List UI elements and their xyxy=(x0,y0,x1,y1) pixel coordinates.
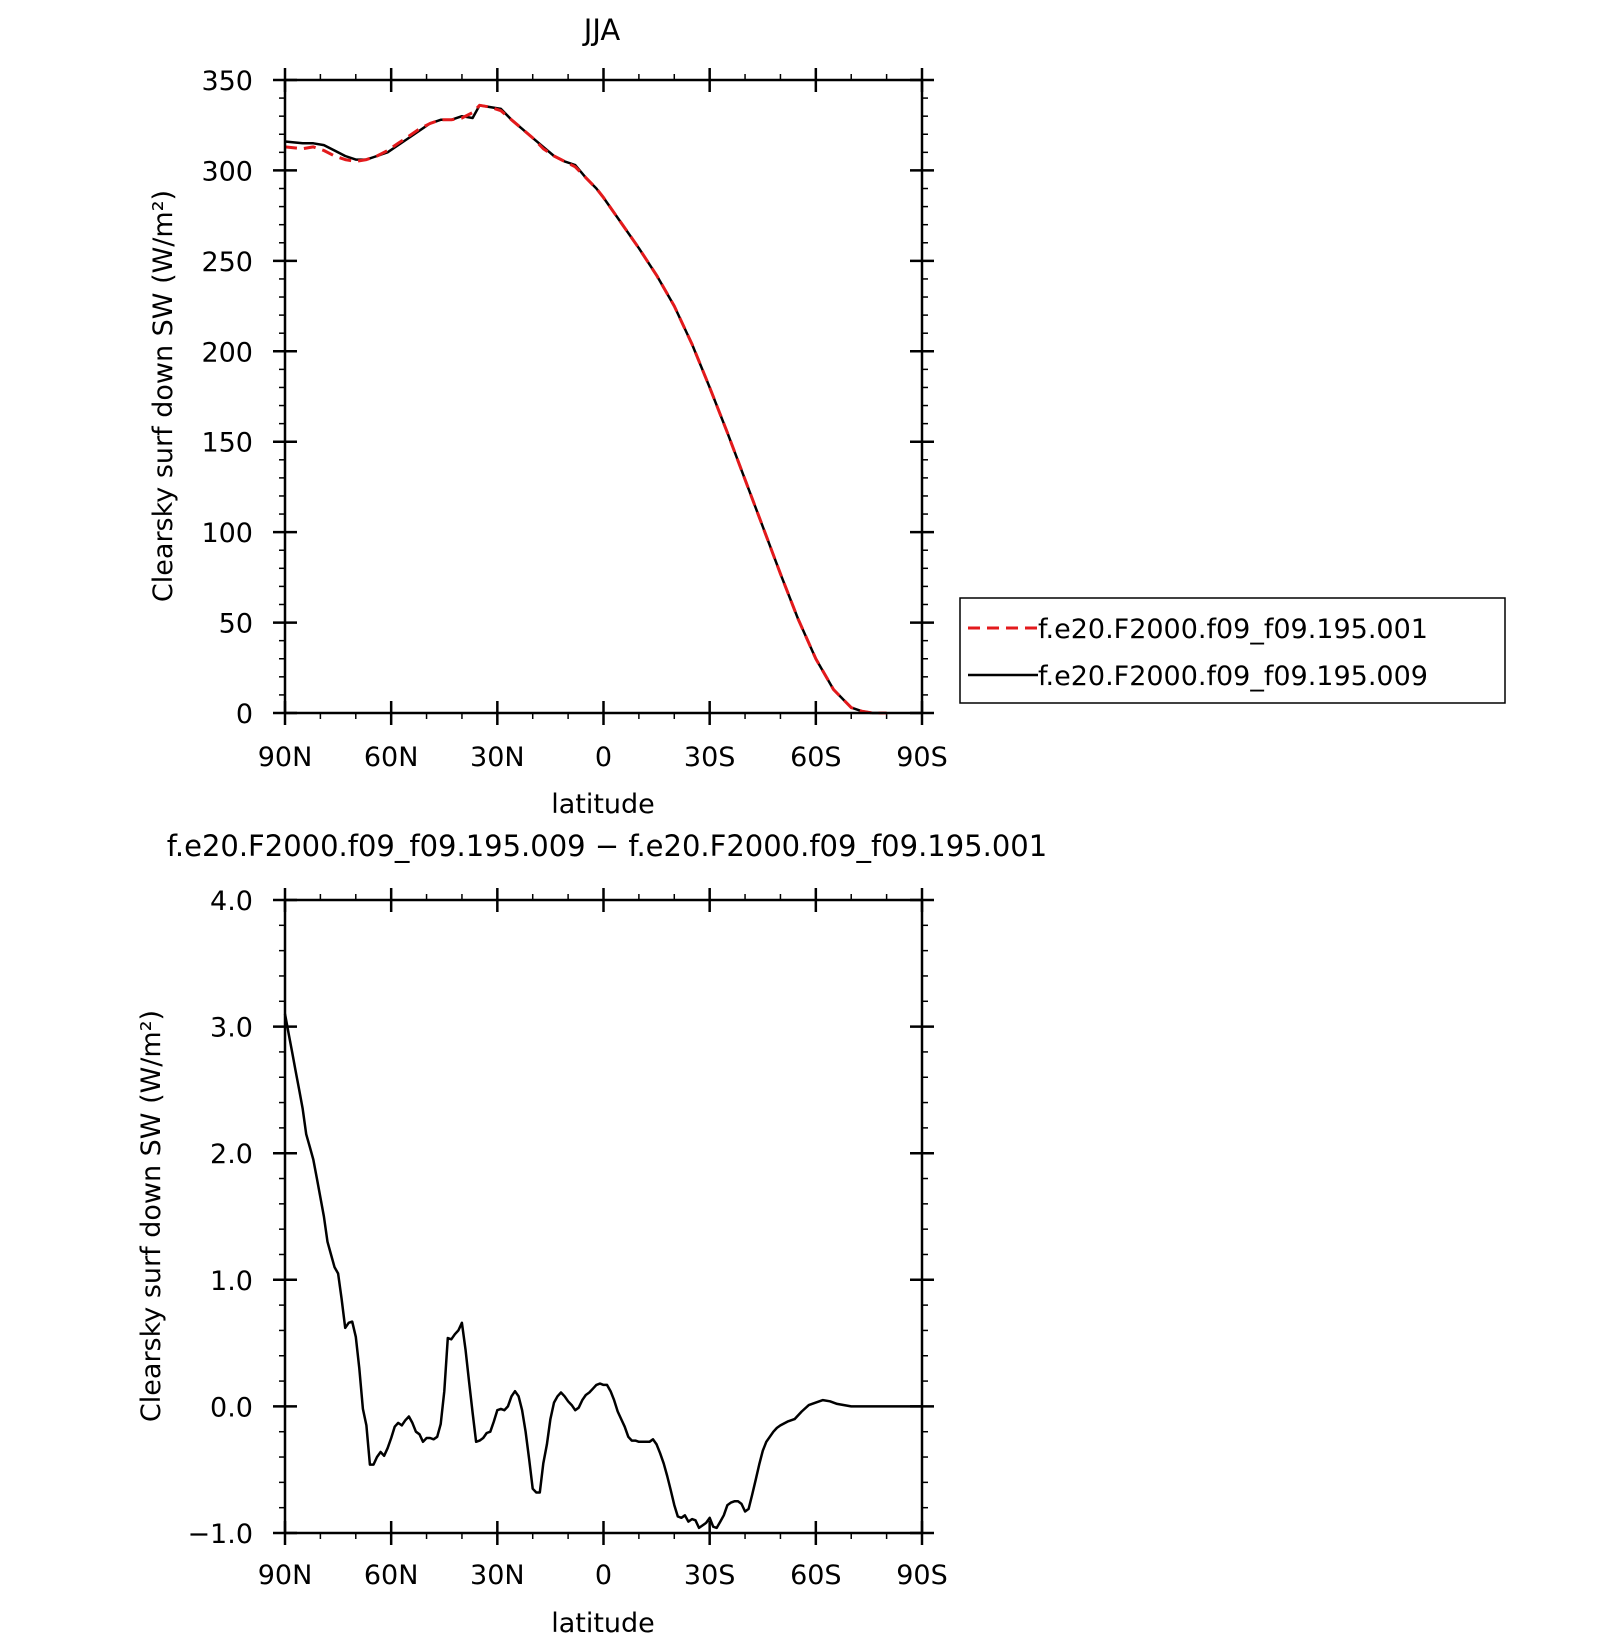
x-axis-title: latitude xyxy=(551,1608,655,1635)
x-tick-label: 90S xyxy=(896,742,948,773)
x-axis-title: latitude xyxy=(551,789,655,820)
legend-label-series-2: f.e20.F2000.f09_f09.195.009 xyxy=(1038,661,1428,692)
y-tick-label: 350 xyxy=(201,66,253,97)
y-tick-label: 3.0 xyxy=(210,1013,253,1044)
y-tick-label: 100 xyxy=(201,518,253,549)
ticks xyxy=(273,68,934,725)
y-tick-label: 150 xyxy=(201,428,253,459)
legend-box xyxy=(959,597,1506,704)
x-tick-label: 0 xyxy=(595,742,612,773)
plot-frame xyxy=(283,898,924,1535)
y-tick-label: 1.0 xyxy=(210,1266,253,1297)
plot-frame xyxy=(283,78,924,715)
x-tick-label: 60S xyxy=(790,1560,842,1591)
x-tick-label: 60S xyxy=(790,742,842,773)
x-tick-label: 30S xyxy=(684,1560,736,1591)
y-tick-label: 4.0 xyxy=(210,886,253,917)
y-tick-label: 250 xyxy=(201,247,253,278)
y-axis-title: Clearsky surf down SW (W/m²) xyxy=(136,1010,167,1422)
legend: f.e20.F2000.f09_f09.195.001 f.e20.F2000.… xyxy=(959,597,1506,704)
top-panel: JJA 90N 60N 30N 0 30S 60S 90S 0 50 100 150 200 250 30… xyxy=(148,13,948,820)
data-lines xyxy=(284,103,887,715)
y-tick-label: 50 xyxy=(219,609,253,640)
y-tick-label: 300 xyxy=(201,156,253,187)
series-line-2 xyxy=(284,104,887,715)
x-tick-label: 60N xyxy=(364,1560,419,1591)
x-tick-label: 30S xyxy=(684,742,736,773)
y-axis-title: Clearsky surf down SW (W/m²) xyxy=(148,190,179,602)
x-tick-label: 90N xyxy=(258,1560,313,1591)
x-tick-label: 0 xyxy=(595,1560,612,1591)
series-line-1 xyxy=(283,1013,922,1530)
series-line-1 xyxy=(284,103,887,715)
y-tick-label: 0.0 xyxy=(210,1392,253,1423)
bottom-panel: f.e20.F2000.f09_f09.195.009 − f.e20.F200… xyxy=(136,829,1047,1635)
tick-labels: 90N 60N 30N 0 30S 60S 90S 0 50 100 150 200 250 300 350 xyxy=(201,66,947,773)
ticks xyxy=(273,888,934,1545)
x-tick-label: 90S xyxy=(896,1560,948,1591)
legend-label-series-1: f.e20.F2000.f09_f09.195.001 xyxy=(1038,614,1428,645)
x-tick-label: 30N xyxy=(470,742,525,773)
x-tick-label: 60N xyxy=(364,742,419,773)
y-tick-label: −1.0 xyxy=(187,1519,253,1550)
data-lines xyxy=(283,1013,922,1530)
difference-chart-title: f.e20.F2000.f09_f09.195.009 − f.e20.F200… xyxy=(167,829,1047,863)
x-tick-label: 90N xyxy=(258,742,313,773)
y-tick-label: 0 xyxy=(236,699,253,730)
x-tick-label: 30N xyxy=(470,1560,525,1591)
y-tick-label: 200 xyxy=(201,337,253,368)
tick-labels: 90N 60N 30N 0 30S 60S 90S −1.0 0.0 1.0 2.0 3.0 4.0 xyxy=(187,886,947,1591)
y-tick-label: 2.0 xyxy=(210,1139,253,1170)
chart-title: JJA xyxy=(582,13,621,47)
